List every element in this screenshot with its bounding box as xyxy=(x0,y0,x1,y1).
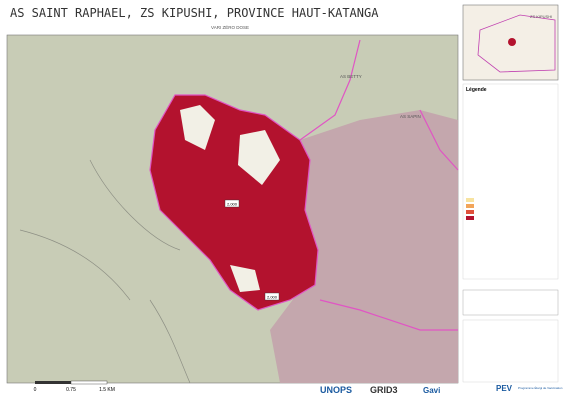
logo-text: PEV xyxy=(496,384,513,393)
logo-text: GRID3 xyxy=(370,385,398,395)
area-label: AS BETTY xyxy=(340,74,362,79)
count-box xyxy=(224,199,240,208)
scale-bar xyxy=(35,381,71,384)
scale-bar xyxy=(70,380,108,385)
road xyxy=(19,159,191,384)
scale-label: 0 xyxy=(34,387,37,393)
area-label: AS SAPIN xyxy=(400,114,421,119)
subtitle: VARI ZÉRO DOSE xyxy=(211,24,249,30)
legend-swatch xyxy=(466,204,474,208)
low-zone xyxy=(180,105,215,150)
boundary xyxy=(299,39,361,141)
legend-swatch xyxy=(466,210,474,214)
scale-label: 0.75 xyxy=(66,387,76,393)
summary-table xyxy=(462,289,559,316)
logo-text: Gavi xyxy=(423,386,440,395)
low-zone xyxy=(238,130,280,185)
logo-text: UNOPS xyxy=(320,385,352,395)
inset-label: ZS KIPUSHI xyxy=(530,14,552,19)
count-box xyxy=(264,292,280,301)
legend-swatch xyxy=(466,198,474,202)
inset-location xyxy=(508,38,516,46)
count-label: 2,000 xyxy=(227,202,238,207)
logo-text: Programme Élargi de Vaccination xyxy=(518,385,563,390)
legend-swatch xyxy=(466,216,474,220)
scale-label: 1.5 KM xyxy=(99,387,115,393)
notes xyxy=(462,319,559,383)
legend-title: Légende xyxy=(466,87,487,93)
low-zone xyxy=(230,265,260,292)
boundary xyxy=(319,299,458,331)
count-label: 2,000 xyxy=(267,295,278,300)
urban-area xyxy=(270,110,458,383)
legend xyxy=(462,83,559,280)
title: AS SAINT RAPHAEL, ZS KIPUSHI, PROVINCE H… xyxy=(10,6,379,20)
boundary xyxy=(419,109,459,171)
inset-boundary xyxy=(477,14,556,73)
